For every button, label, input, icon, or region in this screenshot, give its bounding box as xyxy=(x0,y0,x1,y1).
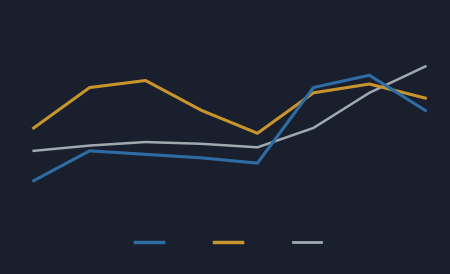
Legend: , , : , , xyxy=(130,231,329,256)
